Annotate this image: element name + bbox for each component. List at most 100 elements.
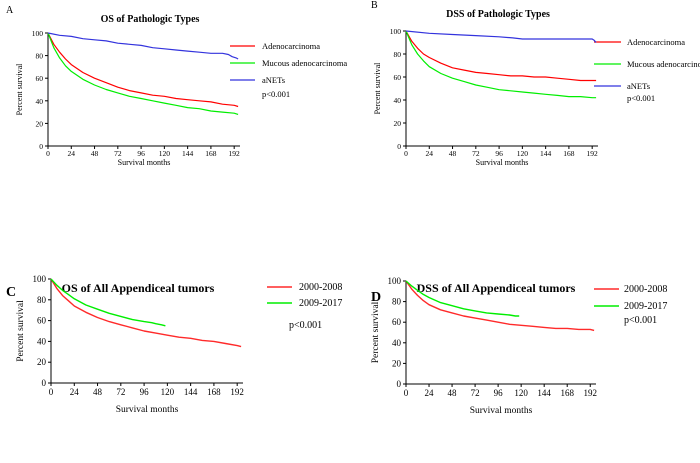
x-tick-label: 48 [93, 387, 103, 397]
x-tick-label: 168 [560, 388, 574, 398]
y-tick-label: 40 [37, 336, 47, 346]
x-tick-label: 48 [449, 149, 457, 158]
y-tick-label: 100 [388, 276, 402, 286]
y-tick-label: 0 [397, 379, 402, 389]
series-line-mucous-adenocarcinoma [47, 32, 239, 115]
y-tick-label: 80 [392, 297, 402, 307]
y-tick-label: 60 [392, 317, 402, 327]
p-value-annotation: p<0.001 [624, 315, 657, 326]
x-tick-label: 72 [114, 149, 122, 158]
x-tick-label: 120 [517, 149, 529, 158]
x-tick-label: 120 [159, 149, 171, 158]
series-line-2009-2017 [50, 278, 166, 327]
x-tick-label: 144 [537, 388, 551, 398]
legend-label: 2009-2017 [299, 298, 342, 309]
x-tick-label: 72 [471, 388, 480, 398]
legend-label: 2000-2008 [624, 284, 667, 295]
legend-label: Adenocarcinoma [627, 37, 685, 47]
p-value-annotation: p<0.001 [289, 320, 322, 331]
panel-a: A OS of Pathologic Types 0 20 40 60 80 100 0 24 48… [6, 5, 347, 167]
x-tick-label: 0 [46, 149, 50, 158]
series-line-2000-2008 [405, 280, 595, 332]
y-axis-label: Percent survival [373, 62, 382, 115]
x-tick-label: 120 [514, 388, 528, 398]
x-axis-label: Survival months [470, 406, 533, 416]
x-tick-label: 72 [116, 387, 125, 397]
x-axis-label: Survival months [476, 158, 529, 167]
x-tick-label: 144 [182, 149, 194, 158]
legend-label: Mucous adenocarcinoma [627, 59, 700, 69]
x-tick-label: 24 [70, 387, 80, 397]
y-tick-label: 60 [36, 74, 44, 83]
series-line-2000-2008 [50, 278, 242, 348]
panel-b: B DSS of Pathologic Types 0 20 40 60 80 100 0 24 4… [371, 0, 700, 167]
x-tick-label: 192 [587, 149, 599, 158]
legend-label: 2009-2017 [624, 301, 667, 312]
x-tick-label: 48 [448, 388, 458, 398]
y-tick-label: 20 [37, 357, 47, 367]
panel-label: C [6, 285, 16, 300]
y-tick-label: 40 [394, 96, 402, 105]
y-tick-label: 60 [394, 73, 402, 82]
chart-title: OS of Pathologic Types [101, 14, 200, 25]
y-tick-label: 40 [392, 338, 402, 348]
panel-d: D DSS of All Appendiceal tumors 0 20 40 60 80 1… [371, 276, 667, 416]
x-tick-label: 96 [494, 388, 504, 398]
series-line-mucous-adenocarcinoma [405, 30, 597, 99]
x-tick-label: 24 [426, 149, 434, 158]
y-tick-label: 0 [397, 142, 401, 151]
y-tick-label: 0 [39, 142, 43, 151]
x-tick-label: 48 [91, 149, 99, 158]
series-line-2009-2017 [405, 280, 520, 317]
x-tick-label: 168 [563, 149, 575, 158]
legend-label: 2000-2008 [299, 282, 342, 293]
y-tick-label: 40 [36, 97, 44, 106]
x-tick-label: 24 [68, 149, 76, 158]
x-tick-label: 24 [425, 388, 435, 398]
panel-label: D [371, 290, 381, 305]
x-tick-label: 168 [207, 387, 221, 397]
chart-title: DSS of All Appendiceal tumors [417, 281, 576, 295]
series-line-adenocarcinoma [47, 32, 239, 108]
y-tick-label: 100 [32, 29, 44, 38]
y-tick-label: 80 [394, 50, 402, 59]
y-axis-label: Percent survival [16, 300, 26, 362]
series-line-adenocarcinoma [405, 30, 597, 82]
p-value-annotation: p<0.001 [627, 93, 655, 103]
x-tick-label: 96 [137, 149, 145, 158]
legend-label: Mucous adenocarcinoma [262, 58, 347, 68]
legend-label: Adenocarcinoma [262, 41, 320, 51]
x-axis-label: Survival months [118, 158, 171, 167]
x-tick-label: 144 [540, 149, 552, 158]
series-line-anets [405, 30, 597, 43]
legend-label: aNETs [627, 81, 650, 91]
y-tick-label: 60 [37, 316, 47, 326]
y-axis-label: Percent survival [15, 63, 24, 116]
y-axis-label: Percent survival [371, 301, 381, 363]
y-tick-label: 100 [33, 274, 47, 284]
y-tick-label: 80 [37, 295, 47, 305]
x-tick-label: 0 [404, 149, 408, 158]
legend-label: aNETs [262, 75, 285, 85]
y-tick-label: 100 [390, 27, 402, 36]
p-value-annotation: p<0.001 [262, 89, 290, 99]
y-tick-label: 20 [392, 358, 402, 368]
x-tick-label: 144 [184, 387, 198, 397]
x-tick-label: 96 [495, 149, 503, 158]
y-tick-label: 0 [42, 378, 47, 388]
x-tick-label: 192 [583, 388, 597, 398]
x-axis-label: Survival months [116, 405, 179, 415]
x-tick-label: 192 [229, 149, 241, 158]
y-tick-label: 80 [36, 52, 44, 61]
panel-label: B [371, 0, 378, 11]
x-tick-label: 120 [161, 387, 175, 397]
y-tick-label: 20 [394, 119, 402, 128]
chart-title: OS of All Appendiceal tumors [62, 281, 215, 295]
series-line-anets [47, 32, 239, 60]
x-tick-label: 192 [230, 387, 244, 397]
y-tick-label: 20 [36, 119, 44, 128]
x-tick-label: 0 [49, 387, 54, 397]
chart-title: DSS of Pathologic Types [446, 9, 550, 20]
